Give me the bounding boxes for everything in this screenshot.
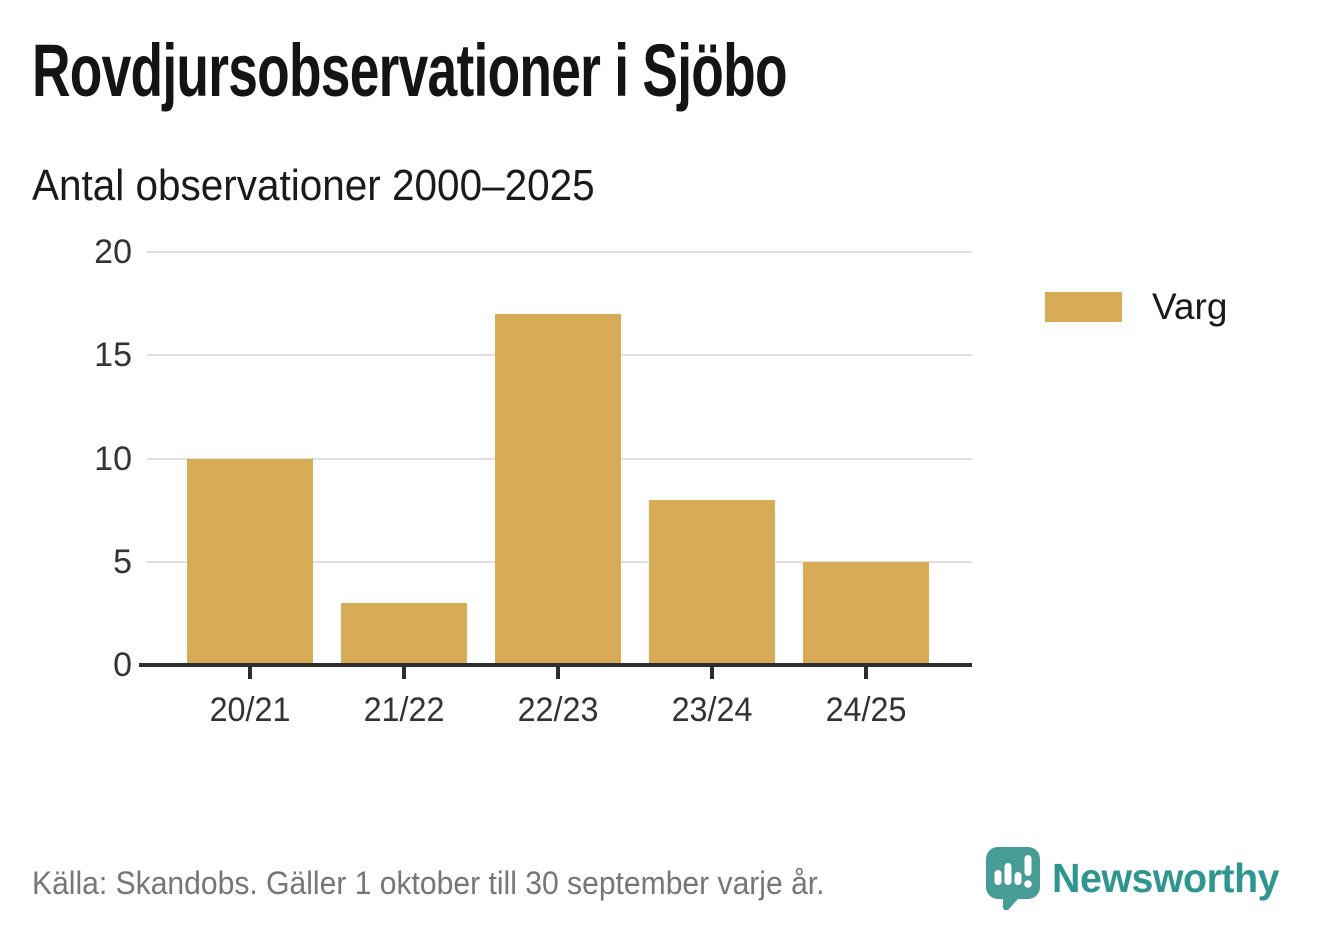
x-axis-tick-label: 24/25 bbox=[825, 691, 907, 729]
x-axis-tick-label: 20/21 bbox=[209, 691, 291, 729]
x-axis-tick-mark bbox=[710, 667, 714, 679]
legend: Varg bbox=[1045, 288, 1227, 325]
y-axis-tick-label: 20 bbox=[94, 233, 132, 271]
source-note: Källa: Skandobs. Gäller 1 oktober till 3… bbox=[32, 865, 825, 901]
brand-name: Newsworthy bbox=[1052, 854, 1280, 901]
legend-swatch-varg bbox=[1045, 291, 1122, 322]
legend-label: Varg bbox=[1152, 286, 1228, 327]
x-axis-tick-mark bbox=[864, 667, 868, 679]
x-axis-tick-mark bbox=[556, 667, 560, 679]
x-axis-tick-mark bbox=[248, 667, 252, 679]
gridline-y-20 bbox=[147, 251, 972, 253]
x-axis-line bbox=[139, 663, 972, 667]
y-axis-tick-label: 15 bbox=[94, 336, 132, 375]
chart-subtitle: Antal observationer 2000–2025 bbox=[32, 161, 595, 210]
page-title: Rovdjursobservationer i Sjöbo bbox=[32, 29, 788, 112]
bar-21/22 bbox=[341, 603, 467, 665]
y-axis-tick-label: 5 bbox=[113, 542, 132, 581]
newsworthy-logo-icon bbox=[986, 847, 1040, 910]
y-axis-tick-label: 10 bbox=[94, 439, 132, 478]
x-axis-tick-label: 21/22 bbox=[363, 691, 445, 729]
x-axis-tick-label: 23/24 bbox=[671, 691, 753, 729]
bar-24/25 bbox=[803, 561, 929, 665]
y-axis-tick-label: 0 bbox=[113, 646, 132, 684]
bar-23/24 bbox=[649, 499, 775, 665]
bar-20/21 bbox=[187, 458, 313, 665]
bar-22/23 bbox=[495, 313, 621, 665]
brand-lockup: Newsworthy bbox=[985, 846, 1289, 910]
x-axis-tick-label: 22/23 bbox=[517, 691, 599, 729]
x-axis-tick-mark bbox=[402, 667, 406, 679]
plot-area: 0 5 10 15 20 20/21 21/22 22/23 23/24 24/25 bbox=[94, 233, 972, 729]
